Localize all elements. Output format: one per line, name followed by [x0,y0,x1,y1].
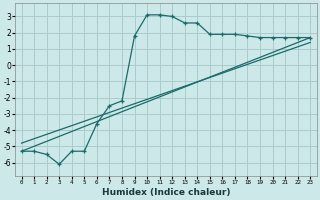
X-axis label: Humidex (Indice chaleur): Humidex (Indice chaleur) [102,188,230,197]
